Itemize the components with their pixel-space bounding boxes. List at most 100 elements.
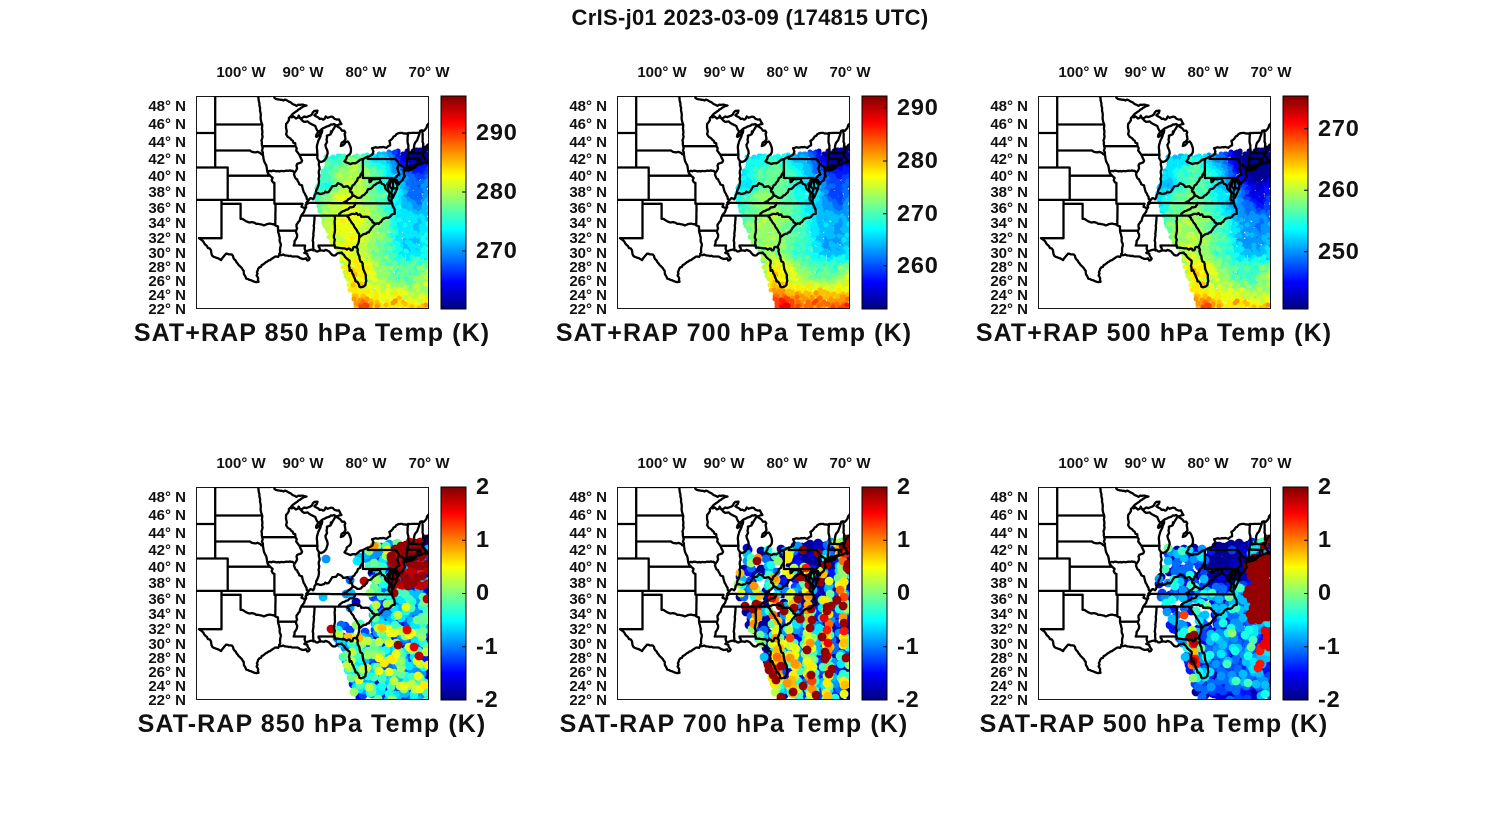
svg-text:32° N: 32° N [569,621,607,638]
svg-text:-1: -1 [1318,633,1341,659]
svg-text:90° W: 90° W [703,455,745,472]
svg-text:SAT-RAP 700 hPa Temp (K): SAT-RAP 700 hPa Temp (K) [560,710,909,738]
svg-text:42° N: 42° N [148,542,186,559]
svg-text:280: 280 [897,147,939,173]
svg-text:100° W: 100° W [216,455,266,472]
svg-text:0: 0 [476,579,490,605]
svg-text:32° N: 32° N [990,230,1028,247]
svg-text:44° N: 44° N [990,525,1028,542]
svg-text:30° N: 30° N [148,245,186,262]
svg-text:2: 2 [476,473,490,499]
svg-text:80° W: 80° W [345,64,387,81]
svg-text:22° N: 22° N [148,692,186,709]
svg-text:2: 2 [897,473,911,499]
svg-text:28° N: 28° N [148,650,186,667]
svg-text:SAT+RAP 850 hPa Temp (K): SAT+RAP 850 hPa Temp (K) [134,319,490,347]
svg-text:SAT-RAP 500 hPa Temp (K): SAT-RAP 500 hPa Temp (K) [980,710,1329,738]
svg-text:26° N: 26° N [569,664,607,681]
svg-text:260: 260 [897,252,939,278]
svg-text:70° W: 70° W [829,64,871,81]
svg-text:90° W: 90° W [1124,455,1166,472]
svg-text:40° N: 40° N [990,168,1028,185]
svg-text:90° W: 90° W [703,64,745,81]
svg-text:270: 270 [897,200,939,226]
svg-text:32° N: 32° N [148,230,186,247]
svg-text:22° N: 22° N [569,301,607,318]
svg-text:24° N: 24° N [569,678,607,695]
svg-text:SAT+RAP 700 hPa Temp (K): SAT+RAP 700 hPa Temp (K) [556,319,912,347]
svg-text:24° N: 24° N [148,287,186,304]
svg-text:48° N: 48° N [569,98,607,115]
svg-text:26° N: 26° N [148,664,186,681]
svg-text:40° N: 40° N [148,559,186,576]
svg-text:290: 290 [897,94,939,120]
svg-text:80° W: 80° W [766,64,808,81]
svg-text:34° N: 34° N [569,215,607,232]
svg-text:44° N: 44° N [148,134,186,151]
svg-text:42° N: 42° N [569,542,607,559]
svg-text:34° N: 34° N [148,215,186,232]
svg-text:-1: -1 [476,633,499,659]
svg-text:40° N: 40° N [148,168,186,185]
svg-text:36° N: 36° N [569,200,607,217]
svg-text:260: 260 [1318,176,1360,202]
svg-text:42° N: 42° N [148,151,186,168]
svg-text:0: 0 [897,579,911,605]
svg-text:90° W: 90° W [1124,64,1166,81]
svg-text:36° N: 36° N [569,591,607,608]
svg-text:38° N: 38° N [148,184,186,201]
svg-text:26° N: 26° N [569,273,607,290]
svg-text:30° N: 30° N [569,245,607,262]
svg-text:22° N: 22° N [990,301,1028,318]
svg-text:80° W: 80° W [345,455,387,472]
svg-text:28° N: 28° N [990,650,1028,667]
svg-text:32° N: 32° N [569,230,607,247]
svg-text:70° W: 70° W [1250,64,1292,81]
svg-text:30° N: 30° N [990,245,1028,262]
svg-text:46° N: 46° N [569,507,607,524]
svg-text:28° N: 28° N [148,259,186,276]
svg-text:70° W: 70° W [408,455,450,472]
svg-text:100° W: 100° W [1058,455,1108,472]
svg-text:34° N: 34° N [148,606,186,623]
svg-text:270: 270 [476,237,518,263]
svg-text:22° N: 22° N [569,692,607,709]
svg-text:34° N: 34° N [990,606,1028,623]
svg-text:-2: -2 [897,686,920,712]
svg-text:24° N: 24° N [569,287,607,304]
svg-text:22° N: 22° N [990,692,1028,709]
svg-text:42° N: 42° N [990,542,1028,559]
svg-text:-2: -2 [1318,686,1341,712]
svg-text:44° N: 44° N [569,134,607,151]
svg-text:1: 1 [476,526,490,552]
svg-text:100° W: 100° W [637,455,687,472]
svg-text:70° W: 70° W [829,455,871,472]
svg-text:44° N: 44° N [569,525,607,542]
svg-text:24° N: 24° N [990,287,1028,304]
svg-text:34° N: 34° N [990,215,1028,232]
svg-text:0: 0 [1318,579,1332,605]
svg-text:44° N: 44° N [990,134,1028,151]
svg-text:38° N: 38° N [990,184,1028,201]
svg-text:44° N: 44° N [148,525,186,542]
svg-text:2: 2 [1318,473,1332,499]
svg-text:280: 280 [476,178,518,204]
svg-text:34° N: 34° N [569,606,607,623]
svg-text:36° N: 36° N [990,200,1028,217]
svg-text:48° N: 48° N [569,489,607,506]
svg-text:46° N: 46° N [148,507,186,524]
svg-text:SAT-RAP 850 hPa Temp (K): SAT-RAP 850 hPa Temp (K) [138,710,487,738]
svg-text:24° N: 24° N [148,678,186,695]
svg-text:32° N: 32° N [990,621,1028,638]
svg-text:90° W: 90° W [282,64,324,81]
svg-text:22° N: 22° N [148,301,186,318]
svg-text:28° N: 28° N [569,650,607,667]
svg-text:30° N: 30° N [990,636,1028,653]
svg-text:26° N: 26° N [148,273,186,290]
svg-text:250: 250 [1318,238,1360,264]
svg-text:270: 270 [1318,115,1360,141]
svg-text:46° N: 46° N [569,116,607,133]
svg-text:70° W: 70° W [1250,455,1292,472]
svg-text:80° W: 80° W [1187,455,1229,472]
svg-text:40° N: 40° N [569,168,607,185]
